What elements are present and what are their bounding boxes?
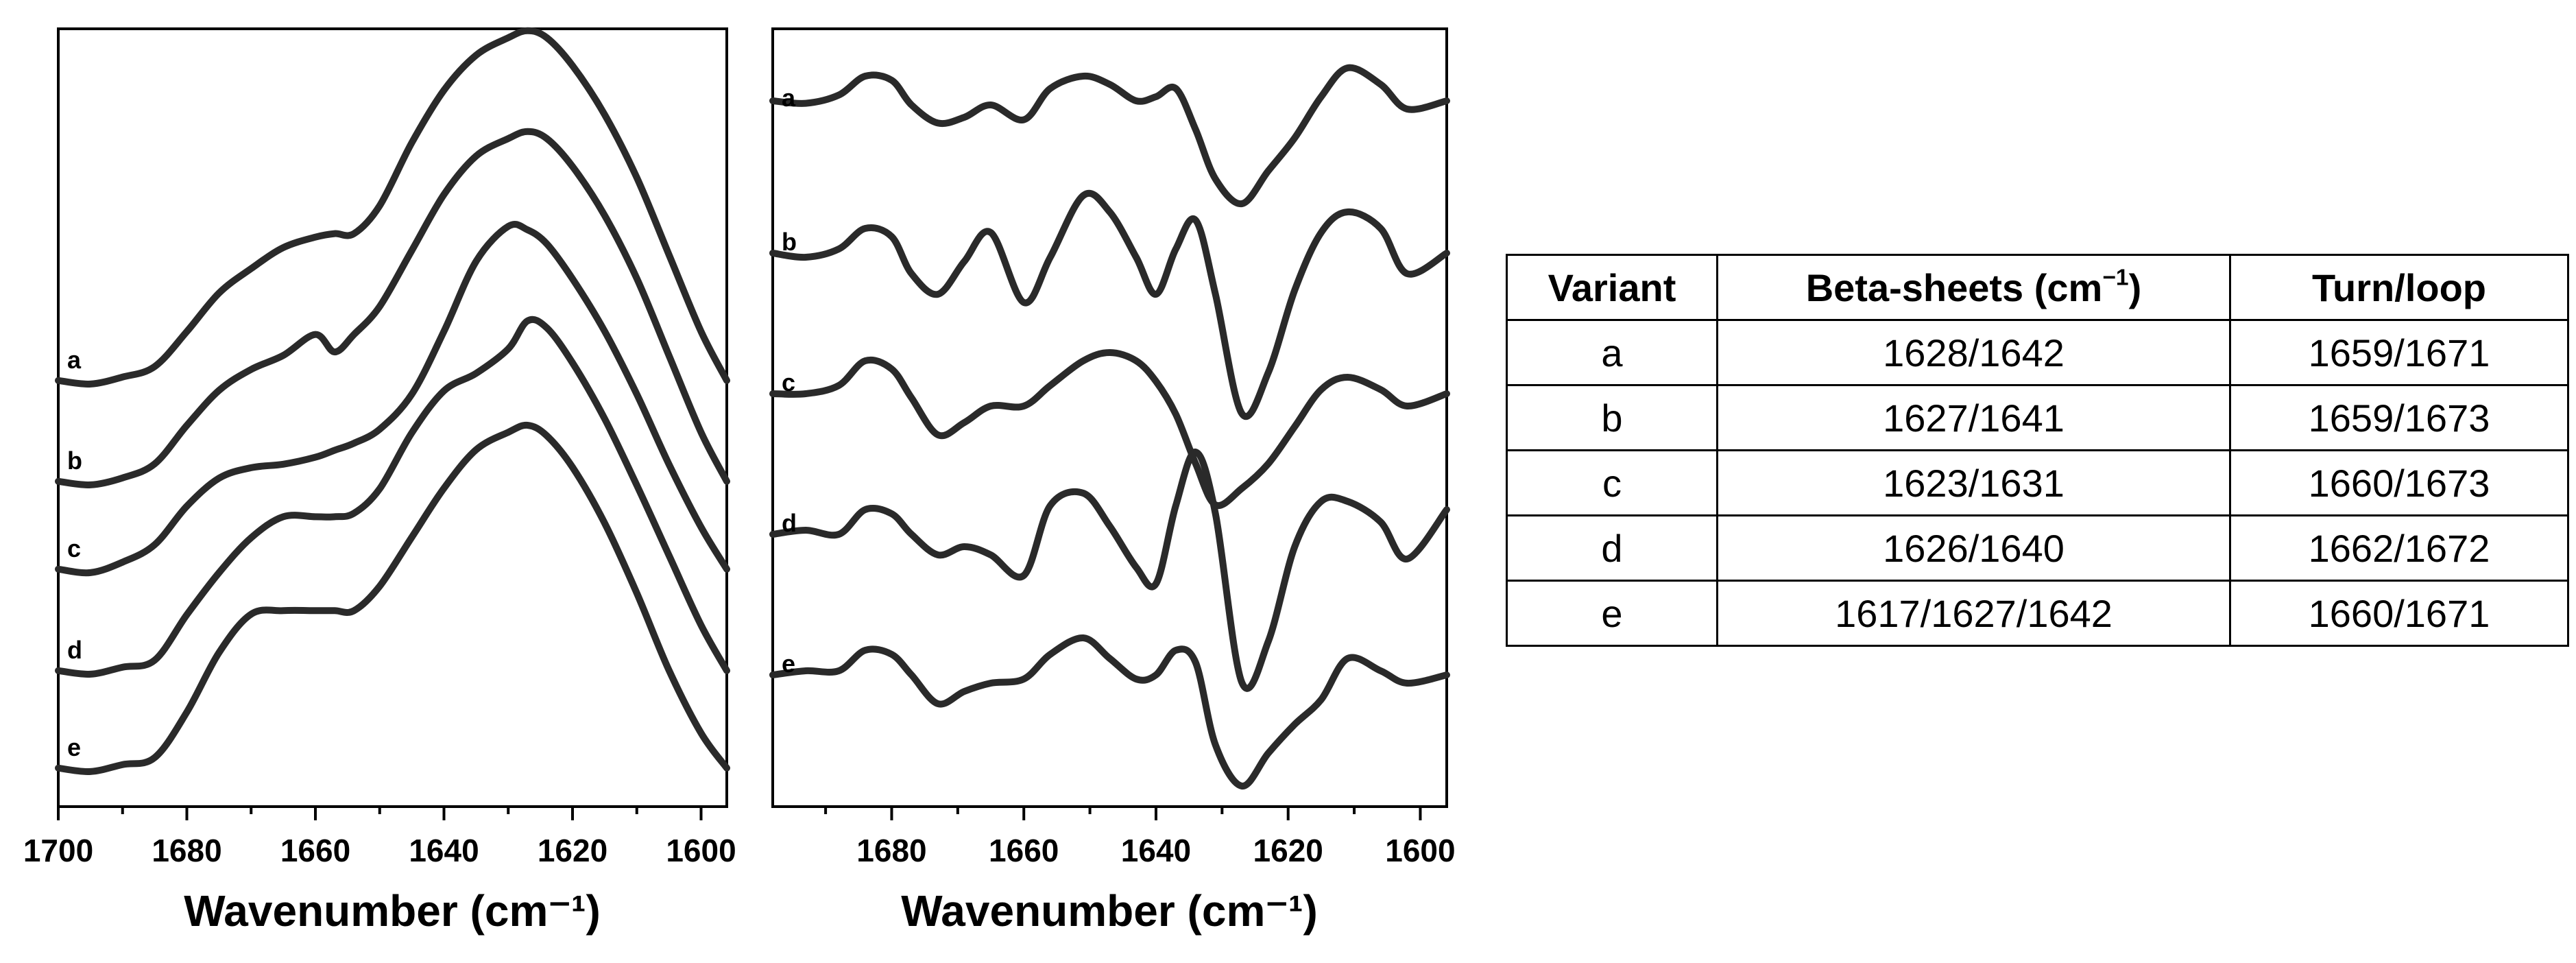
cell-variant: b bbox=[1506, 384, 1718, 451]
cell-turn-loop: 1659/1673 bbox=[2229, 384, 2569, 451]
x-tick-label: 1640 bbox=[1121, 833, 1191, 868]
panel-absorbance-spectra: a b c d e 1700 1680 1660 1640 1620 1600 Wavenumbe… bbox=[23, 27, 736, 936]
cell-beta-sheets: 1623/1631 bbox=[1716, 449, 2231, 516]
cell-variant: a bbox=[1506, 319, 1718, 386]
cell-turn-loop: 1660/1671 bbox=[2229, 580, 2569, 647]
curve-b-absorbance bbox=[55, 128, 730, 488]
panel-right-frame bbox=[771, 27, 1448, 808]
x-tick-label: 1620 bbox=[1253, 833, 1323, 868]
trace-label-c: c bbox=[782, 368, 795, 396]
right-curves bbox=[769, 64, 1450, 789]
curve-d-absorbance bbox=[55, 316, 730, 678]
left-curves bbox=[55, 27, 730, 775]
x-tick-label: 1660 bbox=[989, 833, 1059, 868]
curve-a-second-derivative bbox=[769, 64, 1450, 207]
header-variant: Variant bbox=[1506, 254, 1718, 321]
left-trace-labels: a b c d e bbox=[67, 346, 82, 761]
table-row: a 1628/1642 1659/1671 bbox=[1506, 319, 2569, 386]
cell-variant: e bbox=[1506, 580, 1718, 647]
curve-b-second-derivative bbox=[769, 190, 1450, 420]
table-row: c 1623/1631 1660/1673 bbox=[1506, 449, 2569, 516]
cell-variant: d bbox=[1506, 514, 1718, 582]
table-row: e 1617/1627/1642 1660/1671 bbox=[1506, 580, 2569, 647]
left-x-axis-title: Wavenumber (cm⁻¹) bbox=[184, 886, 601, 936]
table-row: d 1626/1640 1662/1672 bbox=[1506, 514, 2569, 582]
cell-beta-sheets: 1626/1640 bbox=[1716, 514, 2231, 582]
x-tick-label: 1700 bbox=[23, 833, 93, 868]
curve-e-second-derivative bbox=[769, 634, 1450, 789]
trace-label-d: d bbox=[67, 636, 82, 664]
header-beta-sheets-exponent: −1 bbox=[2102, 264, 2129, 290]
curve-c-second-derivative bbox=[769, 349, 1450, 510]
left-x-ticks: 1700 1680 1660 1640 1620 1600 bbox=[23, 807, 736, 868]
x-tick-label: 1620 bbox=[538, 833, 607, 868]
trace-label-b: b bbox=[67, 447, 82, 475]
cell-beta-sheets: 1627/1641 bbox=[1716, 384, 2231, 451]
curve-c-absorbance bbox=[55, 221, 730, 577]
header-turn-loop-label: Turn/loop bbox=[2312, 265, 2486, 309]
header-beta-sheets: Beta-sheets (cm−1) bbox=[1716, 254, 2231, 321]
trace-label-d: d bbox=[782, 509, 797, 537]
cell-turn-loop: 1662/1672 bbox=[2229, 514, 2569, 582]
panel-second-derivative-spectra: a b c d e 1680 1660 1640 1620 1600 Wavenumber (c… bbox=[769, 27, 1456, 936]
header-variant-label: Variant bbox=[1548, 265, 1676, 309]
right-x-ticks: 1680 1660 1640 1620 1600 bbox=[824, 807, 1456, 868]
header-beta-sheets-suffix: ) bbox=[2128, 265, 2142, 309]
trace-label-a: a bbox=[782, 84, 796, 112]
trace-label-e: e bbox=[782, 650, 795, 678]
x-tick-label: 1640 bbox=[409, 833, 479, 868]
trace-label-c: c bbox=[67, 534, 81, 562]
right-trace-labels: a b c d e bbox=[782, 84, 797, 678]
x-tick-label: 1660 bbox=[280, 833, 350, 868]
header-beta-sheets-label: Beta-sheets (cm bbox=[1805, 265, 2103, 309]
cell-variant: c bbox=[1506, 449, 1718, 516]
header-turn-loop: Turn/loop bbox=[2229, 254, 2569, 321]
curve-a-absorbance bbox=[55, 27, 730, 388]
cell-beta-sheets: 1628/1642 bbox=[1716, 319, 2231, 386]
trace-label-e: e bbox=[67, 733, 81, 761]
x-tick-label: 1600 bbox=[666, 833, 736, 868]
secondary-structure-table: Variant Beta-sheets (cm−1) Turn/loop a 1… bbox=[1506, 254, 2569, 647]
cell-beta-sheets: 1617/1627/1642 bbox=[1716, 580, 2231, 647]
cell-turn-loop: 1659/1671 bbox=[2229, 319, 2569, 386]
x-tick-label: 1680 bbox=[152, 833, 221, 868]
ftir-spectra-figure: a b c d e 1700 1680 1660 1640 1620 1600 Wavenumbe… bbox=[23, 27, 1456, 936]
table-header-row: Variant Beta-sheets (cm−1) Turn/loop bbox=[1506, 254, 2569, 321]
trace-label-b: b bbox=[782, 228, 797, 256]
curve-d-second-derivative bbox=[769, 449, 1450, 692]
right-x-axis-title: Wavenumber (cm⁻¹) bbox=[901, 886, 1318, 936]
panel-left-frame bbox=[57, 27, 728, 808]
curve-e-absorbance bbox=[55, 421, 730, 775]
table-row: b 1627/1641 1659/1673 bbox=[1506, 384, 2569, 451]
cell-turn-loop: 1660/1673 bbox=[2229, 449, 2569, 516]
trace-label-a: a bbox=[67, 346, 82, 374]
x-tick-label: 1600 bbox=[1385, 833, 1455, 868]
x-tick-label: 1680 bbox=[856, 833, 926, 868]
